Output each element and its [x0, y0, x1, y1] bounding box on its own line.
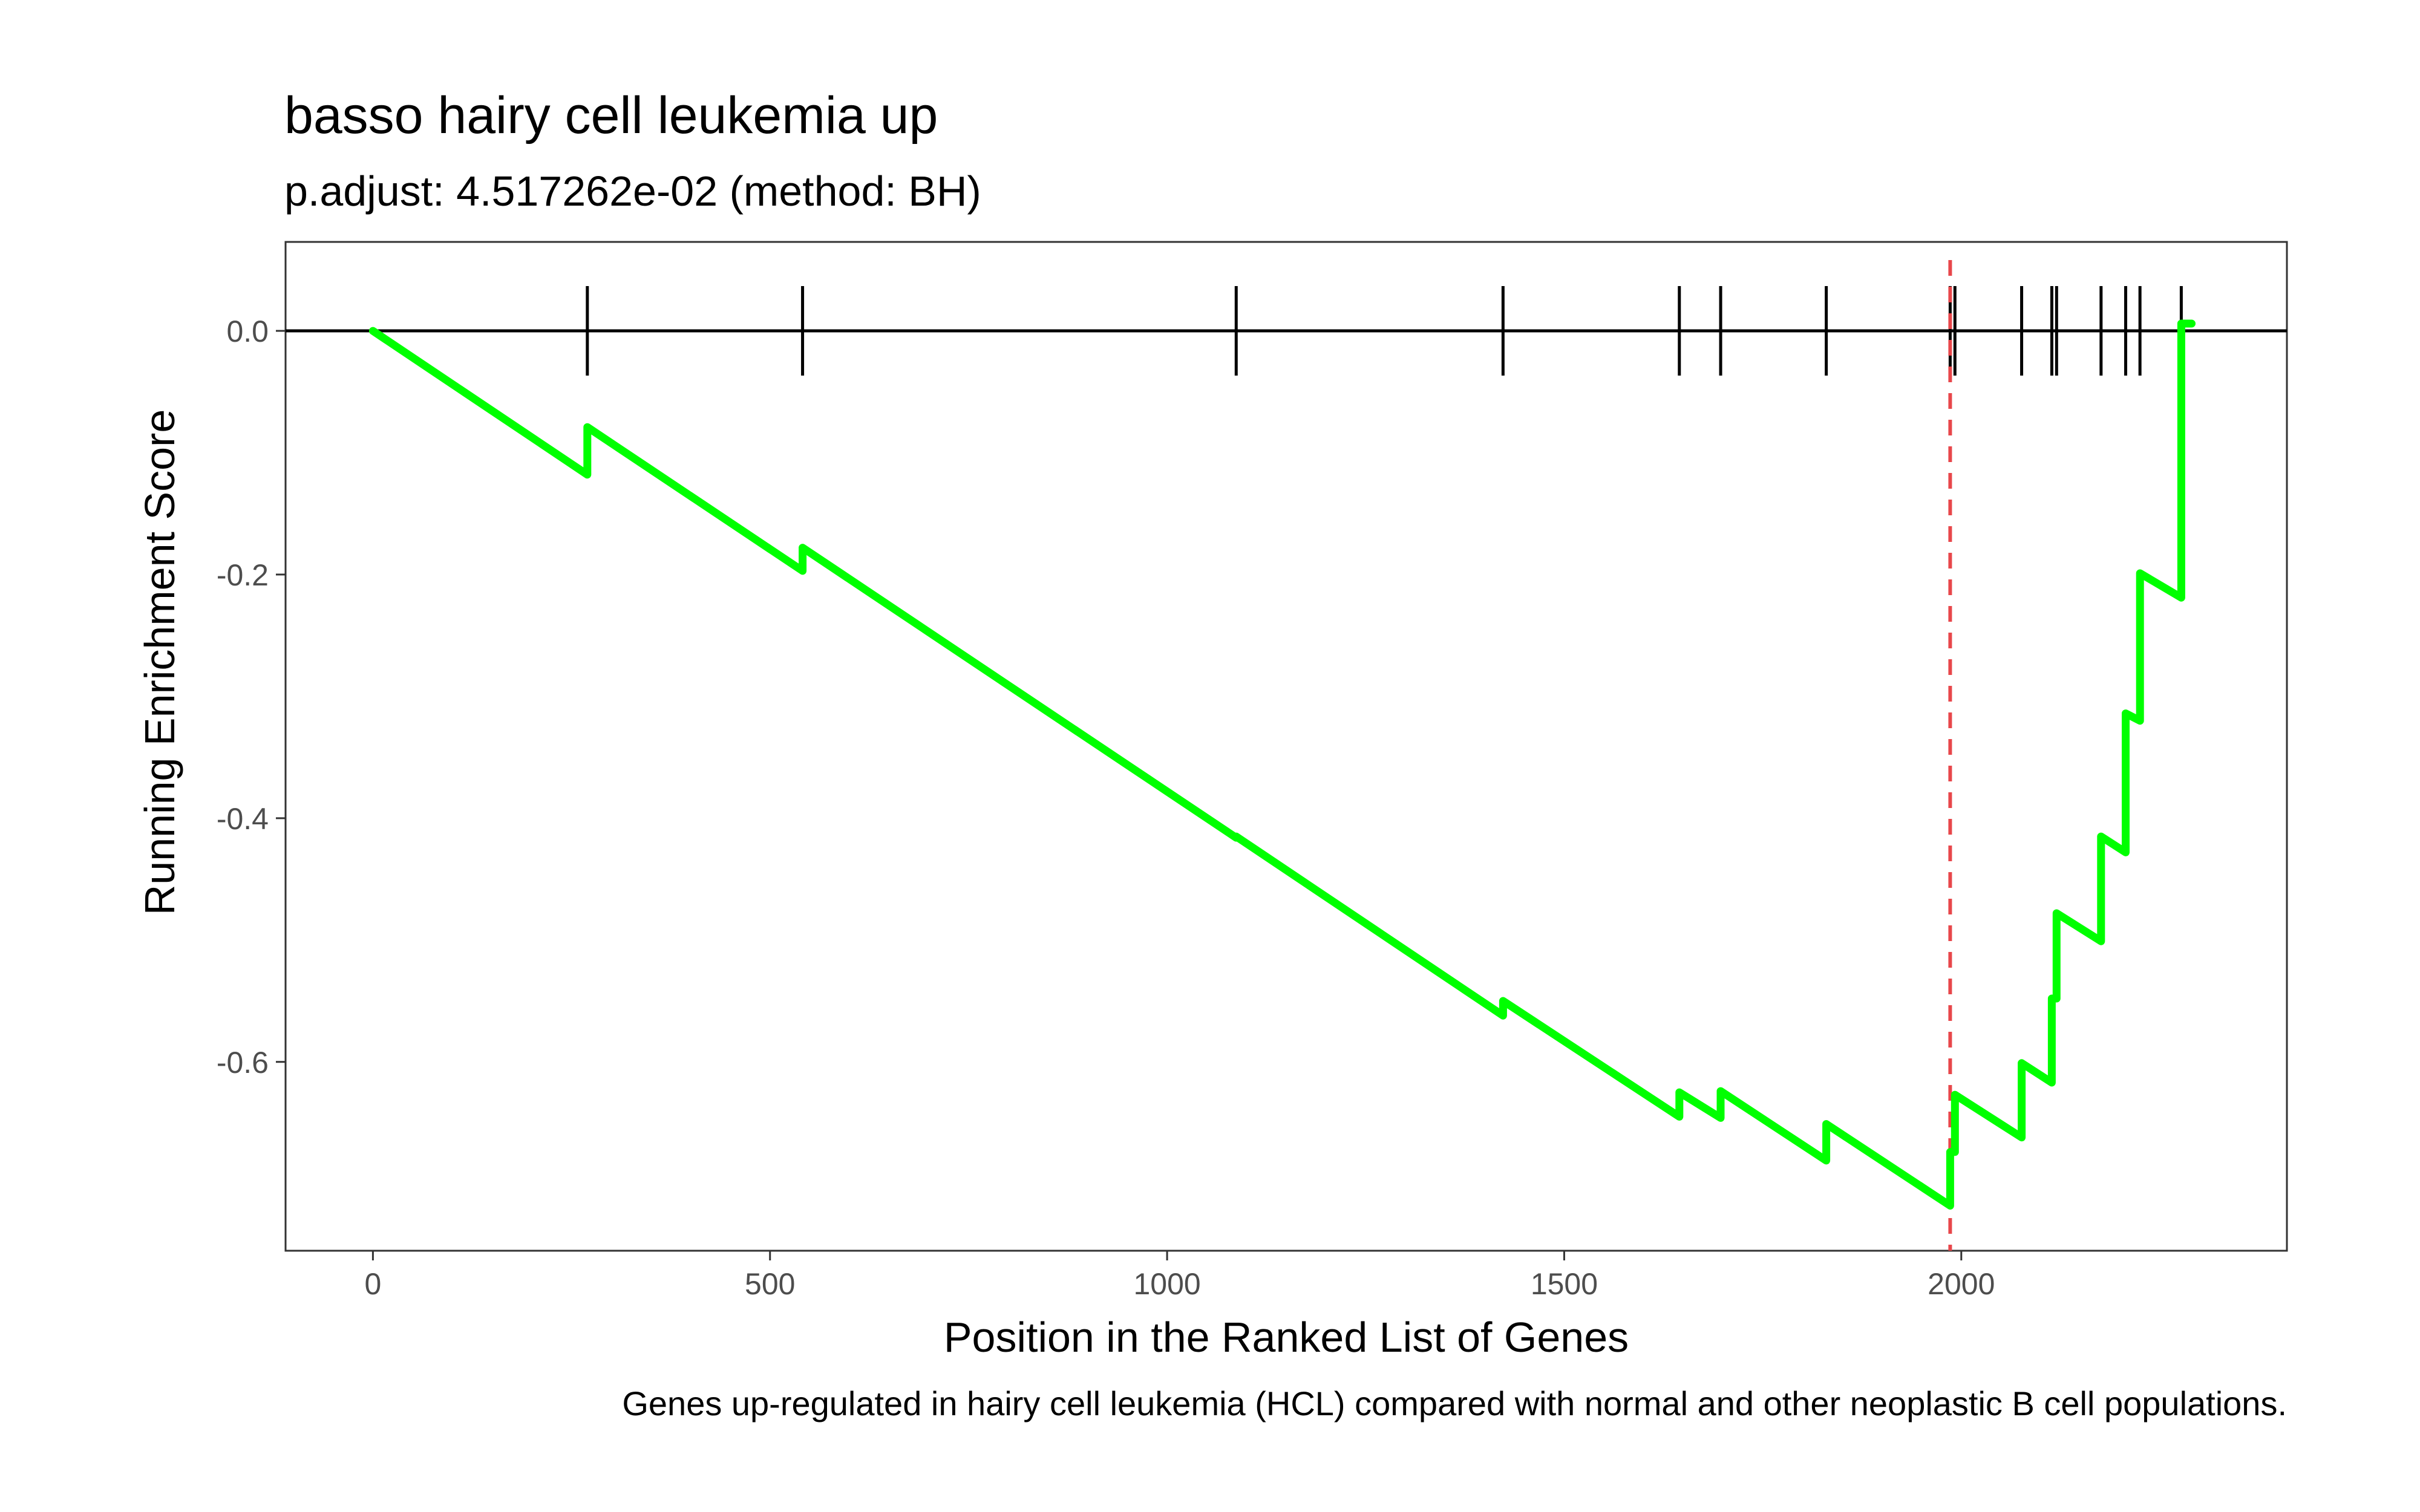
y-axis: 0.0 -0.2 -0.4 -0.6 [217, 314, 286, 1080]
gene-hit-markers [586, 286, 2183, 376]
y-tick-label: -0.4 [217, 802, 269, 836]
y-tick-label: -0.2 [217, 558, 269, 592]
x-tick-label: 1000 [1133, 1267, 1200, 1301]
x-tick-label: 500 [745, 1267, 795, 1301]
x-axis-label: Position in the Ranked List of Genes [944, 1314, 1629, 1361]
plot-panel [284, 241, 2288, 1252]
y-tick-label: -0.6 [217, 1046, 269, 1080]
y-axis-label: Running Enrichment Score [136, 409, 183, 916]
x-tick-label: 1500 [1531, 1267, 1598, 1301]
x-tick-label: 2000 [1928, 1267, 1995, 1301]
chart-title: basso hairy cell leukemia up [284, 86, 938, 145]
chart-subtitle: p.adjust: 4.517262e-02 (method: BH) [284, 168, 981, 215]
chart-caption: Genes up-regulated in hairy cell leukemi… [622, 1384, 2287, 1422]
running-es-line [368, 319, 2196, 1210]
x-tick-label: 0 [364, 1267, 381, 1301]
y-tick-label: 0.0 [226, 314, 269, 348]
x-axis: 0 500 1000 1500 2000 [364, 1251, 1995, 1301]
